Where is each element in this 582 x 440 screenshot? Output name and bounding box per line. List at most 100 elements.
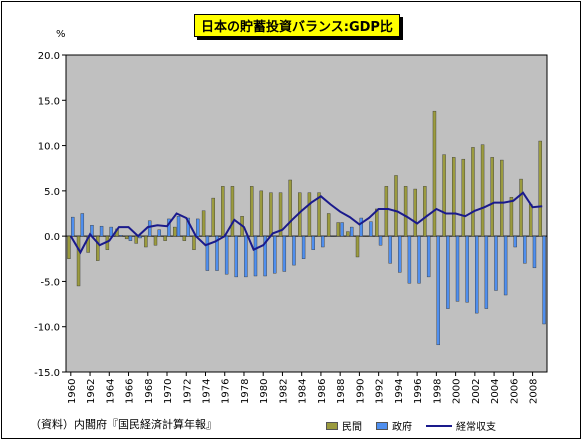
bar-private-2003 bbox=[480, 144, 485, 237]
bar-private-1960 bbox=[67, 235, 71, 259]
bar-private-1979 bbox=[249, 186, 254, 237]
plot-area bbox=[65, 54, 548, 373]
bar-government-1997 bbox=[426, 235, 431, 278]
bar-government-2001 bbox=[465, 235, 469, 303]
x-tick-label: 1996 bbox=[413, 379, 424, 404]
bar-government-1982 bbox=[282, 235, 287, 272]
x-tick-label: 1986 bbox=[317, 379, 328, 404]
x-tick-label: 1960 bbox=[67, 379, 78, 404]
line-current-account bbox=[69, 191, 543, 255]
bar-government-2003 bbox=[484, 235, 489, 309]
bar-government-1979 bbox=[253, 235, 258, 277]
bar-private-1961 bbox=[76, 235, 81, 287]
bar-government-2005 bbox=[503, 235, 508, 296]
x-tick-label: 1964 bbox=[105, 379, 116, 404]
x-tick-label: 1980 bbox=[259, 379, 270, 404]
bar-private-2001 bbox=[461, 158, 466, 237]
bar-private-2008 bbox=[528, 204, 533, 237]
bar-government-1999 bbox=[446, 235, 450, 309]
bar-government-1964 bbox=[109, 226, 113, 237]
y-tick-label: -5.0 bbox=[40, 277, 60, 288]
bar-private-1999 bbox=[442, 154, 446, 237]
bar-government-1976 bbox=[224, 235, 229, 275]
bar-private-1983 bbox=[288, 179, 292, 237]
bar-government-2009 bbox=[542, 235, 546, 325]
bar-private-1973 bbox=[192, 235, 196, 250]
bar-government-2002 bbox=[475, 235, 479, 314]
legend-line-current-account bbox=[426, 424, 452, 427]
bar-government-1978 bbox=[244, 235, 248, 278]
bar-private-1966 bbox=[124, 235, 129, 240]
legend-item-current-account: 経常収支 bbox=[426, 418, 496, 433]
bar-private-2006 bbox=[509, 196, 514, 237]
bar-government-1966 bbox=[128, 235, 133, 241]
x-tick-label: 1978 bbox=[240, 379, 251, 404]
bar-government-1981 bbox=[273, 235, 277, 274]
bar-government-1968 bbox=[147, 220, 152, 237]
legend-swatch-government bbox=[376, 421, 388, 430]
x-tick-label: 2002 bbox=[471, 379, 482, 404]
x-tick-label: 1976 bbox=[221, 379, 232, 404]
bar-government-1995 bbox=[407, 235, 412, 284]
bar-government-1986 bbox=[321, 235, 325, 248]
x-tick-label: 1988 bbox=[336, 379, 347, 404]
legend: 民間 政府 経常収支 bbox=[326, 418, 510, 433]
bar-private-1987 bbox=[326, 213, 331, 237]
x-tick-label: 2008 bbox=[529, 379, 540, 404]
y-tick-label: 5.0 bbox=[44, 187, 60, 198]
bar-government-1972 bbox=[186, 217, 190, 237]
bar-private-1992 bbox=[375, 208, 379, 237]
bar-government-2004 bbox=[494, 235, 498, 291]
bar-private-1967 bbox=[134, 235, 138, 244]
bar-government-2008 bbox=[532, 235, 537, 269]
bar-government-2007 bbox=[523, 235, 527, 264]
bar-government-1960 bbox=[71, 216, 75, 237]
bar-private-1988 bbox=[336, 222, 340, 237]
y-tick-label: 20.0 bbox=[38, 51, 60, 62]
bar-government-1980 bbox=[263, 235, 267, 277]
bar-government-1994 bbox=[398, 235, 402, 273]
x-tick-label: 1968 bbox=[144, 379, 155, 404]
bar-government-1984 bbox=[301, 235, 306, 259]
y-unit-label: % bbox=[56, 29, 66, 40]
y-tick-label: 15.0 bbox=[38, 96, 60, 107]
bar-government-1975 bbox=[215, 235, 219, 271]
bar-government-1961 bbox=[80, 213, 85, 237]
bar-private-2000 bbox=[452, 157, 456, 237]
bar-private-1990 bbox=[355, 235, 360, 258]
bar-government-1989 bbox=[349, 226, 354, 237]
bar-private-1996 bbox=[413, 188, 417, 237]
bar-government-2000 bbox=[455, 235, 460, 302]
bar-government-1992 bbox=[378, 235, 383, 246]
bar-government-1971 bbox=[176, 216, 181, 237]
x-tick-label: 2000 bbox=[452, 379, 463, 404]
bar-private-1981 bbox=[269, 192, 273, 237]
bar-private-1985 bbox=[307, 192, 312, 237]
y-tick-label: 0.0 bbox=[44, 232, 60, 243]
bar-government-1977 bbox=[234, 235, 238, 278]
bar-private-1998 bbox=[432, 110, 437, 237]
bar-private-1977 bbox=[230, 186, 235, 237]
bar-government-1993 bbox=[388, 235, 392, 264]
y-tick-label: 10.0 bbox=[38, 142, 60, 153]
bar-private-1986 bbox=[317, 192, 321, 237]
chart-title: 日本の貯蓄投資バランス:GDP比 bbox=[194, 14, 400, 37]
x-tick-label: 1982 bbox=[278, 379, 289, 404]
bar-private-2002 bbox=[471, 147, 475, 237]
bar-government-1983 bbox=[292, 235, 296, 266]
x-tick-label: 1994 bbox=[394, 379, 405, 404]
bar-private-1969 bbox=[153, 235, 158, 246]
bar-private-1968 bbox=[144, 235, 148, 248]
legend-label-private: 民間 bbox=[342, 422, 362, 433]
bar-government-1991 bbox=[369, 221, 373, 237]
legend-label-current-account: 経常収支 bbox=[456, 422, 496, 433]
bar-government-1967 bbox=[138, 235, 142, 239]
legend-item-private: 民間 bbox=[326, 418, 362, 433]
legend-label-government: 政府 bbox=[392, 422, 412, 433]
bar-private-1989 bbox=[346, 231, 350, 237]
x-tick-label: 1974 bbox=[201, 379, 212, 404]
legend-item-government: 政府 bbox=[376, 418, 412, 433]
x-tick-label: 1966 bbox=[125, 379, 136, 404]
bar-government-1974 bbox=[205, 235, 210, 271]
